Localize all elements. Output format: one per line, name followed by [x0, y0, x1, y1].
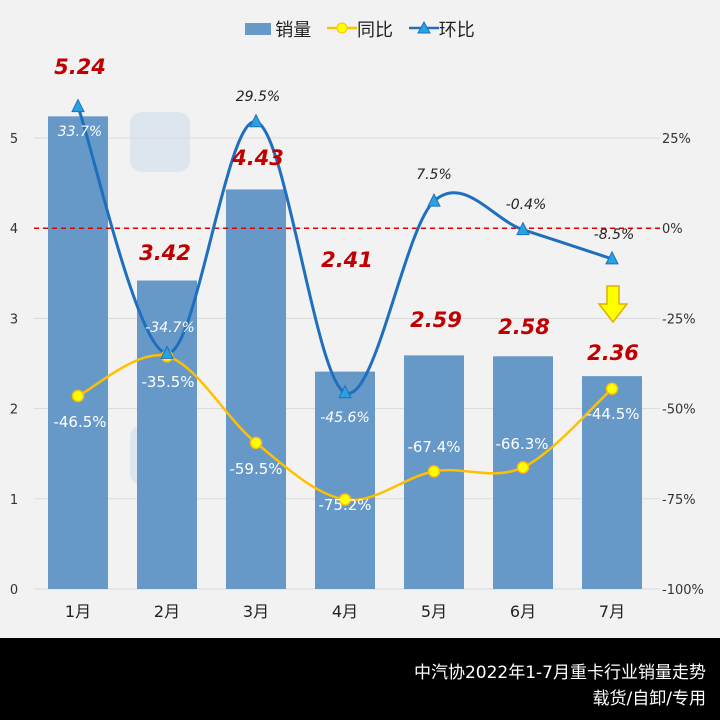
x-tick-label: 6月	[510, 602, 536, 621]
yoy-data-label: -66.3%	[495, 435, 548, 453]
x-tick-label: 5月	[421, 602, 447, 621]
bar-data-label: 2.58	[498, 315, 550, 339]
left-tick-label: 4	[10, 222, 18, 237]
footer: 中汽协2022年1-7月重卡行业销量走势 载货/自卸/专用	[0, 638, 720, 720]
footer-subtitle: 载货/自卸/专用	[592, 689, 706, 709]
legend-bar-swatch	[245, 23, 272, 35]
yoy-marker	[71, 389, 85, 403]
mom-marker	[160, 345, 174, 359]
bar-data-label: 2.59	[410, 308, 462, 332]
legend-label-mom: 环比	[438, 20, 475, 41]
yoy-marker	[516, 461, 530, 474]
legend: 销量 同比 环比	[0, 16, 720, 42]
down-arrow-icon	[597, 285, 629, 324]
watermark-logo	[130, 112, 190, 172]
yoy-marker	[249, 436, 263, 450]
bar-data-label: 4.43	[231, 146, 284, 170]
mom-marker	[249, 113, 263, 128]
mom-marker	[71, 98, 85, 113]
mom-data-label: 29.5%	[236, 89, 280, 105]
bar	[582, 376, 642, 589]
yoy-data-label: -44.5%	[586, 405, 639, 423]
mom-data-label: 7.5%	[416, 167, 452, 183]
mom-data-label: 33.7%	[58, 124, 102, 140]
bar-data-label: 2.36	[587, 341, 639, 365]
mom-marker	[516, 221, 530, 236]
chart: 0 -100% 1 -75% 2 -50% 3 -25% 4 0% 5 25% 1月 2月 3月 4月 5月 6月…	[10, 55, 704, 621]
right-tick-label: -100%	[662, 583, 704, 598]
bar	[48, 116, 108, 590]
left-tick-label: 5	[10, 132, 18, 147]
bar-data-label: 3.42	[139, 241, 191, 265]
bar	[226, 189, 286, 589]
mom-data-label: -45.6%	[320, 410, 370, 426]
left-tick-label: 1	[10, 493, 18, 508]
legend-label-sales: 销量	[275, 20, 312, 41]
x-tick-label: 4月	[332, 602, 358, 621]
legend-yoy-swatch	[327, 19, 357, 40]
yoy-marker	[338, 493, 352, 506]
yoy-data-label: -67.4%	[407, 438, 460, 456]
yoy-marker	[605, 382, 619, 396]
mom-line	[76, 106, 613, 395]
yoy-data-label: -75.2%	[318, 496, 371, 514]
mom-marker	[427, 193, 441, 207]
right-tick-label: -50%	[662, 403, 696, 418]
footer-title: 中汽协2022年1-7月重卡行业销量走势	[413, 663, 706, 683]
bar-data-label: 2.41	[321, 248, 373, 272]
left-tick-label: 3	[10, 312, 18, 327]
yoy-marker	[427, 465, 441, 478]
left-tick-label: 0	[10, 583, 18, 598]
mom-data-label: -0.4%	[506, 197, 547, 213]
right-tick-label: -75%	[662, 493, 696, 508]
x-tick-label: 1月	[65, 602, 91, 621]
bar-data-label: 5.24	[54, 55, 106, 79]
right-tick-label: -25%	[662, 312, 696, 327]
legend-mom-swatch	[408, 19, 439, 40]
mom-marker	[338, 384, 352, 399]
legend-label-yoy: 同比	[357, 20, 393, 41]
bar	[315, 371, 375, 589]
right-tick-label: 25%	[662, 132, 691, 147]
yoy-data-label: -46.5%	[53, 413, 106, 431]
mom-data-label: -8.5%	[594, 227, 635, 243]
right-tick-label: 0%	[662, 222, 683, 237]
mom-marker	[605, 250, 619, 265]
yoy-data-label: -59.5%	[229, 460, 282, 478]
x-tick-label: 2月	[154, 602, 180, 621]
yoy-data-label: -35.5%	[141, 373, 194, 391]
x-tick-label: 3月	[243, 602, 269, 621]
x-tick-label: 7月	[599, 602, 625, 621]
left-tick-label: 2	[10, 403, 18, 418]
mom-data-label: -34.7%	[145, 320, 195, 336]
